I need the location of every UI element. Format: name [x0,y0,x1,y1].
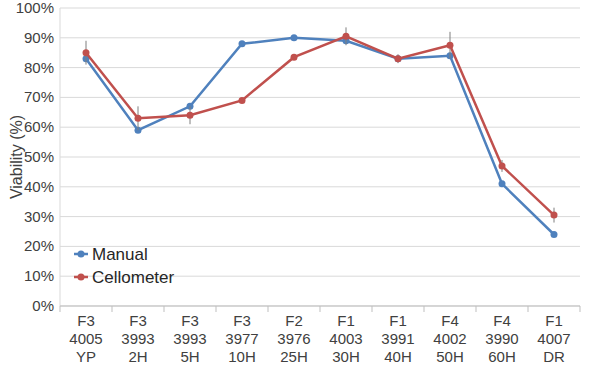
x-tick-label-line: 4007 [537,330,570,347]
data-point [499,180,506,187]
legend-marker [78,274,85,281]
y-tick-label: 70% [24,88,54,105]
y-tick-label: 30% [24,208,54,225]
grid-line [60,216,580,217]
x-tick-label: F14007DR [537,312,570,365]
data-point [551,212,558,219]
x-tick-label: F339932H [121,312,154,365]
x-tick-label-line: 30H [332,348,360,365]
data-point [447,42,454,49]
x-tick-label-line: 25H [280,348,308,365]
x-tick [268,306,269,312]
y-tick-label: 100% [16,0,54,16]
data-point [187,112,194,119]
x-tick-label-line: 60H [488,348,516,365]
x-tick-label-line: F1 [337,312,355,329]
x-tick [476,306,477,312]
x-tick-label: F4399060H [485,312,518,365]
y-axis-title: Viability (%) [8,115,25,199]
x-tick [372,306,373,312]
x-tick-label: F3397710H [225,312,258,365]
x-tick-label-line: F3 [181,312,199,329]
grid-line [60,97,580,98]
x-tick-label-line: 4002 [433,330,466,347]
chart-svg: 0%10%20%30%40%50%60%70%80%90%100%F34005Y… [0,0,590,390]
x-tick-label: F1400330H [329,312,362,365]
y-tick-label: 60% [24,118,54,135]
x-tick-label-line: DR [543,348,565,365]
data-point [395,55,402,62]
legend-label: Manual [92,245,148,264]
data-point [239,97,246,104]
x-tick-label-line: YP [76,348,96,365]
x-tick [580,306,581,312]
legend-marker [78,251,85,258]
x-tick-label-line: F1 [545,312,563,329]
x-tick [528,306,529,312]
x-tick [424,306,425,312]
grid-line [60,8,580,9]
y-tick-label: 40% [24,178,54,195]
x-tick-label: F4400250H [433,312,466,365]
x-tick-label-line: 3976 [277,330,310,347]
data-point [395,55,402,62]
x-tick-label-line: 2H [128,348,147,365]
x-tick [60,306,61,312]
chart-container: 0%10%20%30%40%50%60%70%80%90%100%F34005Y… [0,0,590,390]
x-tick-label-line: 3993 [121,330,154,347]
y-tick-label: 50% [24,148,54,165]
data-point [135,115,142,122]
y-tick-label: 20% [24,237,54,254]
x-tick-label-line: F2 [285,312,303,329]
x-tick-label: F339935H [173,312,206,365]
x-tick-label-line: F4 [441,312,459,329]
x-tick-label-line: 3990 [485,330,518,347]
data-point [291,34,298,41]
x-tick-label-line: F3 [129,312,147,329]
x-tick-label-line: F4 [493,312,511,329]
series-line [86,38,554,235]
y-tick-label: 90% [24,29,54,46]
x-tick-label-line: 3993 [173,330,206,347]
data-point [239,40,246,47]
series-line [86,36,554,215]
x-tick-label-line: 5H [180,348,199,365]
x-tick-label-line: 50H [436,348,464,365]
x-tick-label-line: F3 [77,312,95,329]
x-tick-label-line: 10H [228,348,256,365]
x-tick-label-line: 40H [384,348,412,365]
x-tick [320,306,321,312]
x-tick [164,306,165,312]
legend-label: Cellometer [92,268,175,287]
plot-group [83,27,558,238]
x-tick-label-line: 3977 [225,330,258,347]
data-point [291,54,298,61]
x-tick-label-line: F3 [233,312,251,329]
y-tick-label: 80% [24,59,54,76]
x-tick-label-line: 4003 [329,330,362,347]
x-tick-label: F34005YP [69,312,102,365]
grid-line [60,67,580,68]
data-point [343,33,350,40]
x-tick [216,306,217,312]
data-point [83,49,90,56]
x-tick-label: F1399140H [381,312,414,365]
x-tick-label-line: 3991 [381,330,414,347]
x-tick-label-line: F1 [389,312,407,329]
data-point [551,231,558,238]
y-axis-line [60,8,61,306]
grid-line [60,157,580,158]
data-point [499,162,506,169]
x-tick [112,306,113,312]
y-tick-label: 0% [32,297,54,314]
x-tick-label: F2397625H [277,312,310,365]
x-tick-label-line: 4005 [69,330,102,347]
y-tick-label: 10% [24,267,54,284]
